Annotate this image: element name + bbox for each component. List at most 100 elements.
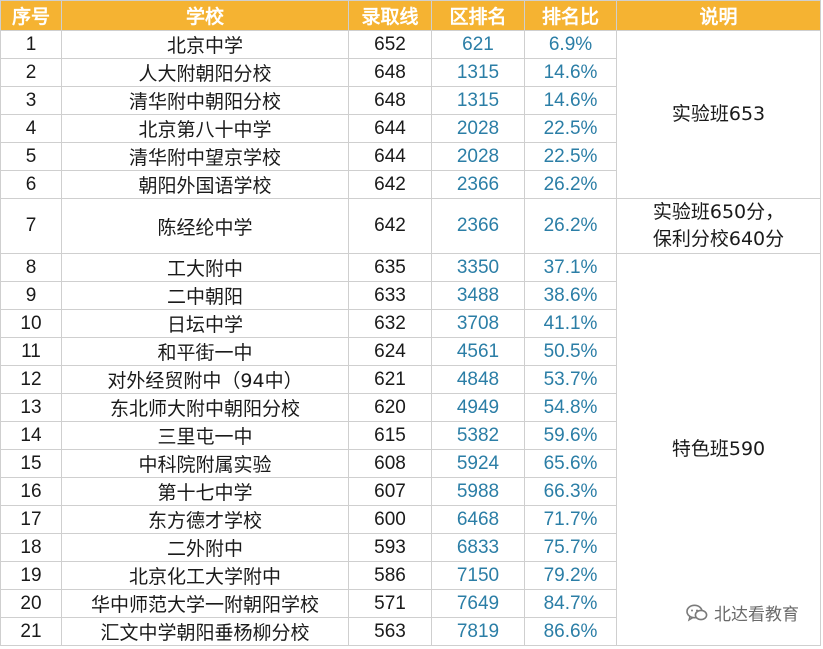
row-school: 汇文中学朝阳垂杨柳分校 bbox=[61, 617, 349, 646]
table-row: 15 中科院附属实验 608 5924 65.6% bbox=[0, 449, 821, 478]
row-school: 中科院附属实验 bbox=[61, 449, 349, 478]
row-rank: 5924 bbox=[431, 449, 525, 478]
row-ratio: 79.2% bbox=[524, 561, 617, 590]
row-rank: 621 bbox=[431, 30, 525, 59]
table-row: 19 北京化工大学附中 586 7150 79.2% bbox=[0, 561, 821, 590]
row-school: 朝阳外国语学校 bbox=[61, 170, 349, 199]
row-no: 5 bbox=[0, 142, 62, 171]
table-row: 7 陈经纶中学 642 2366 26.2% 实验班650分， 保利分校640分 bbox=[0, 198, 821, 254]
row-rank: 7819 bbox=[431, 617, 525, 646]
row-rank: 2366 bbox=[431, 198, 525, 254]
row-rank: 2028 bbox=[431, 142, 525, 171]
row-score: 648 bbox=[348, 58, 432, 87]
table-row: 6 朝阳外国语学校 642 2366 26.2% bbox=[0, 170, 821, 199]
row-no: 17 bbox=[0, 505, 62, 534]
row-rank: 3708 bbox=[431, 309, 525, 338]
row-school: 东北师大附中朝阳分校 bbox=[61, 393, 349, 422]
row-score: 593 bbox=[348, 533, 432, 562]
row-score: 607 bbox=[348, 477, 432, 506]
table-row: 4 北京第八十中学 644 2028 22.5% bbox=[0, 114, 821, 143]
row-school: 日坛中学 bbox=[61, 309, 349, 338]
row-no: 14 bbox=[0, 421, 62, 450]
row-no: 11 bbox=[0, 337, 62, 366]
row-rank: 5988 bbox=[431, 477, 525, 506]
row-score: 642 bbox=[348, 170, 432, 199]
header-rank: 区排名 bbox=[431, 0, 525, 31]
row-ratio: 6.9% bbox=[524, 30, 617, 59]
header-score: 录取线 bbox=[348, 0, 432, 31]
header-school: 学校 bbox=[61, 0, 349, 31]
header-row: 序号 学校 录取线 区排名 排名比 说明 bbox=[0, 0, 821, 31]
table-row: 3 清华附中朝阳分校 648 1315 14.6% bbox=[0, 86, 821, 115]
row-no: 2 bbox=[0, 58, 62, 87]
note-line: 保利分校640分 bbox=[652, 228, 785, 250]
row-ratio: 22.5% bbox=[524, 114, 617, 143]
row-ratio: 14.6% bbox=[524, 58, 617, 87]
row-rank: 1315 bbox=[431, 58, 525, 87]
row-no: 21 bbox=[0, 617, 62, 646]
row-school: 华中师范大学一附朝阳学校 bbox=[61, 589, 349, 618]
row-ratio: 37.1% bbox=[524, 253, 617, 282]
row-rank: 1315 bbox=[431, 86, 525, 115]
row-school: 工大附中 bbox=[61, 253, 349, 282]
row-rank: 6833 bbox=[431, 533, 525, 562]
row-school: 清华附中朝阳分校 bbox=[61, 86, 349, 115]
row-score: 624 bbox=[348, 337, 432, 366]
row-ratio: 84.7% bbox=[524, 589, 617, 618]
watermark-text: 北达看教育 bbox=[714, 605, 799, 625]
table-row: 17 东方德才学校 600 6468 71.7% bbox=[0, 505, 821, 534]
note-text: 实验班653 bbox=[671, 103, 766, 125]
row-school: 三里屯一中 bbox=[61, 421, 349, 450]
note-cell-group2: 特色班590 bbox=[616, 253, 821, 646]
table-row: 2 人大附朝阳分校 648 1315 14.6% bbox=[0, 58, 821, 87]
row-no: 20 bbox=[0, 589, 62, 618]
row-rank: 3350 bbox=[431, 253, 525, 282]
table-row: 5 清华附中望京学校 644 2028 22.5% bbox=[0, 142, 821, 171]
row-no: 18 bbox=[0, 533, 62, 562]
row-school: 第十七中学 bbox=[61, 477, 349, 506]
row-score: 608 bbox=[348, 449, 432, 478]
row-school: 二中朝阳 bbox=[61, 281, 349, 310]
row-school: 清华附中望京学校 bbox=[61, 142, 349, 171]
row-school: 对外经贸附中（94中） bbox=[61, 365, 349, 394]
row-no: 15 bbox=[0, 449, 62, 478]
row-school: 陈经纶中学 bbox=[61, 198, 349, 254]
row-rank: 3488 bbox=[431, 281, 525, 310]
row-score: 642 bbox=[348, 198, 432, 254]
row-ratio: 54.8% bbox=[524, 393, 617, 422]
table-row: 1 北京中学 652 621 6.9% 实验班653 bbox=[0, 30, 821, 199]
row-no: 16 bbox=[0, 477, 62, 506]
row-score: 652 bbox=[348, 30, 432, 59]
row-score: 615 bbox=[348, 421, 432, 450]
row-school: 北京化工大学附中 bbox=[61, 561, 349, 590]
table-row: 20 华中师范大学一附朝阳学校 571 7649 84.7% bbox=[0, 589, 821, 618]
row-ratio: 66.3% bbox=[524, 477, 617, 506]
row-score: 620 bbox=[348, 393, 432, 422]
row-ratio: 41.1% bbox=[524, 309, 617, 338]
row-score: 632 bbox=[348, 309, 432, 338]
row-ratio: 65.6% bbox=[524, 449, 617, 478]
row-no: 4 bbox=[0, 114, 62, 143]
wechat-icon bbox=[686, 604, 708, 622]
row-no: 13 bbox=[0, 393, 62, 422]
row-school: 东方德才学校 bbox=[61, 505, 349, 534]
table-row: 9 二中朝阳 633 3488 38.6% bbox=[0, 281, 821, 310]
row-score: 644 bbox=[348, 142, 432, 171]
row-ratio: 22.5% bbox=[524, 142, 617, 171]
row-score: 644 bbox=[348, 114, 432, 143]
row-no: 6 bbox=[0, 170, 62, 199]
row-ratio: 71.7% bbox=[524, 505, 617, 534]
row-score: 648 bbox=[348, 86, 432, 115]
row-score: 563 bbox=[348, 617, 432, 646]
table-row: 8 工大附中 635 3350 37.1% 特色班590 bbox=[0, 253, 821, 646]
row-ratio: 50.5% bbox=[524, 337, 617, 366]
row-rank: 6468 bbox=[431, 505, 525, 534]
header-ratio: 排名比 bbox=[524, 0, 617, 31]
header-no: 序号 bbox=[0, 0, 62, 31]
row-score: 571 bbox=[348, 589, 432, 618]
row-ratio: 26.2% bbox=[524, 198, 617, 254]
row-school: 二外附中 bbox=[61, 533, 349, 562]
row-ratio: 14.6% bbox=[524, 86, 617, 115]
watermark: 北达看教育 bbox=[686, 600, 799, 625]
